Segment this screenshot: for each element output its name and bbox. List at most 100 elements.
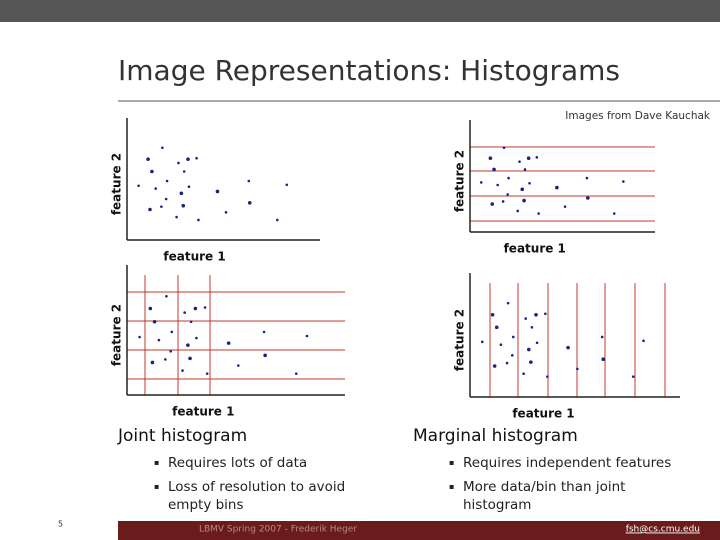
dot bbox=[148, 207, 152, 212]
y-axis-label: feature 2 bbox=[453, 150, 467, 212]
dot bbox=[305, 334, 309, 338]
dot bbox=[526, 347, 531, 352]
dot bbox=[546, 375, 549, 378]
dot bbox=[294, 372, 298, 375]
dot bbox=[197, 218, 200, 222]
dot bbox=[183, 311, 186, 314]
dot bbox=[263, 353, 267, 358]
dot bbox=[186, 343, 190, 347]
dot bbox=[601, 357, 606, 362]
dot bbox=[164, 197, 168, 201]
dot bbox=[534, 312, 538, 317]
dot bbox=[189, 320, 193, 324]
dot bbox=[586, 196, 590, 200]
dot bbox=[642, 339, 645, 343]
dot bbox=[518, 160, 521, 163]
dot bbox=[516, 209, 520, 213]
dot bbox=[524, 317, 527, 320]
dot bbox=[544, 312, 547, 316]
dot bbox=[537, 212, 540, 215]
dot bbox=[148, 306, 153, 311]
dot bbox=[175, 215, 178, 219]
dot bbox=[529, 360, 533, 364]
dot bbox=[187, 185, 191, 188]
x-axis-label: feature 1 bbox=[172, 405, 234, 419]
dot bbox=[522, 198, 526, 203]
dot bbox=[622, 180, 625, 183]
dot bbox=[490, 202, 495, 206]
y-axis-label: feature 2 bbox=[453, 309, 467, 371]
footer-email[interactable]: fsh@cs.cmu.edu bbox=[626, 525, 700, 535]
x-axis-label: feature 1 bbox=[504, 242, 566, 256]
y-axis-label: feature 2 bbox=[110, 304, 124, 366]
dot bbox=[499, 343, 503, 347]
dot bbox=[262, 330, 266, 334]
bullet: Loss of resolution to avoid empty bins bbox=[154, 478, 358, 514]
dot bbox=[480, 340, 484, 344]
bullet: More data/bin than joint histogram bbox=[449, 478, 693, 514]
dot bbox=[526, 156, 531, 160]
dot bbox=[195, 156, 198, 160]
dot bbox=[152, 319, 157, 324]
dot bbox=[160, 205, 163, 208]
dot bbox=[507, 176, 510, 180]
dot bbox=[490, 312, 495, 317]
column-heading: Marginal histogram bbox=[413, 426, 578, 446]
dot bbox=[237, 364, 240, 367]
page-number: 5 bbox=[58, 520, 63, 529]
dot bbox=[600, 335, 604, 339]
dot bbox=[169, 349, 173, 353]
dot bbox=[494, 325, 499, 330]
bullet-list: Requires lots of data Loss of resolution… bbox=[118, 454, 418, 514]
dot bbox=[188, 356, 192, 361]
dot bbox=[146, 157, 150, 161]
left-column: Joint histogram Requires lots of data Lo… bbox=[118, 426, 418, 520]
dot bbox=[488, 156, 493, 160]
dot bbox=[285, 183, 289, 187]
dot bbox=[506, 193, 509, 196]
dot bbox=[226, 341, 231, 345]
x-axis-label: feature 1 bbox=[512, 407, 574, 421]
dot bbox=[535, 341, 539, 345]
dot bbox=[576, 367, 579, 371]
dot bbox=[501, 200, 505, 203]
dot bbox=[193, 306, 198, 311]
dot bbox=[170, 330, 174, 334]
column-heading: Joint histogram bbox=[118, 426, 248, 446]
dot bbox=[186, 157, 190, 161]
dot bbox=[523, 168, 527, 171]
dot bbox=[164, 358, 167, 361]
dot bbox=[215, 189, 220, 194]
dot bbox=[161, 146, 164, 150]
dot bbox=[276, 218, 279, 222]
dot bbox=[530, 326, 534, 329]
footer-bar bbox=[118, 521, 720, 540]
dot bbox=[165, 295, 168, 298]
dot bbox=[150, 169, 154, 174]
dot bbox=[502, 146, 506, 150]
dot bbox=[492, 167, 496, 172]
dot bbox=[247, 201, 252, 205]
dot bbox=[137, 184, 140, 188]
dot bbox=[511, 335, 515, 339]
dot bbox=[631, 375, 635, 378]
bullet: Requires independent features bbox=[449, 454, 693, 472]
dot bbox=[224, 211, 228, 214]
dot bbox=[566, 345, 570, 350]
dot bbox=[203, 306, 207, 309]
dot bbox=[181, 369, 184, 372]
dot bbox=[505, 361, 509, 365]
footer-center: LBMV Spring 2007 - Frederik Heger bbox=[199, 525, 357, 535]
dot bbox=[479, 181, 483, 184]
dot bbox=[179, 191, 184, 196]
dot bbox=[182, 170, 186, 173]
dot bbox=[181, 203, 186, 208]
dot bbox=[165, 179, 169, 183]
dot bbox=[528, 181, 531, 185]
dot bbox=[195, 336, 198, 340]
dot bbox=[563, 205, 567, 208]
bullet-list: Requires independent features More data/… bbox=[413, 454, 713, 514]
dot bbox=[506, 301, 510, 305]
